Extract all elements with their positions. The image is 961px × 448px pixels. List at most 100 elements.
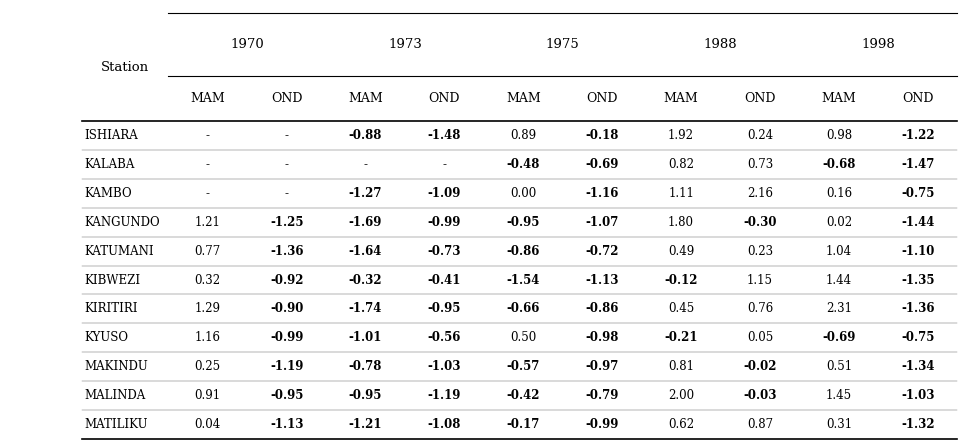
Text: -0.18: -0.18 <box>585 129 618 142</box>
Text: -0.95: -0.95 <box>270 389 303 402</box>
Text: -1.07: -1.07 <box>585 215 618 228</box>
Text: 0.62: 0.62 <box>667 418 694 431</box>
Text: -1.36: -1.36 <box>900 302 933 315</box>
Text: 1.29: 1.29 <box>194 302 221 315</box>
Text: OND: OND <box>901 92 932 105</box>
Text: -: - <box>206 187 209 200</box>
Text: -1.25: -1.25 <box>270 215 303 228</box>
Text: -0.99: -0.99 <box>585 418 618 431</box>
Text: 0.05: 0.05 <box>746 332 773 345</box>
Text: OND: OND <box>271 92 302 105</box>
Text: -: - <box>284 187 288 200</box>
Text: -0.32: -0.32 <box>349 273 382 287</box>
Text: 0.77: 0.77 <box>194 245 221 258</box>
Text: -0.48: -0.48 <box>506 158 539 171</box>
Text: -1.21: -1.21 <box>349 418 382 431</box>
Text: 0.87: 0.87 <box>746 418 773 431</box>
Text: -0.56: -0.56 <box>428 332 460 345</box>
Text: KALABA: KALABA <box>85 158 135 171</box>
Text: -0.66: -0.66 <box>506 302 539 315</box>
Text: KYUSO: KYUSO <box>85 332 129 345</box>
Text: -1.03: -1.03 <box>428 360 460 373</box>
Text: 2.31: 2.31 <box>825 302 851 315</box>
Text: 0.76: 0.76 <box>746 302 773 315</box>
Text: -: - <box>284 158 288 171</box>
Text: -1.44: -1.44 <box>900 215 933 228</box>
Text: 1.15: 1.15 <box>746 273 773 287</box>
Text: -0.78: -0.78 <box>349 360 382 373</box>
Text: -0.02: -0.02 <box>743 360 776 373</box>
Text: 1.16: 1.16 <box>194 332 221 345</box>
Text: -0.41: -0.41 <box>428 273 460 287</box>
Text: KIRITIRI: KIRITIRI <box>85 302 138 315</box>
Text: 0.49: 0.49 <box>667 245 694 258</box>
Text: -0.90: -0.90 <box>270 302 303 315</box>
Text: -1.34: -1.34 <box>900 360 933 373</box>
Text: OND: OND <box>429 92 459 105</box>
Text: -0.98: -0.98 <box>585 332 618 345</box>
Text: -0.68: -0.68 <box>822 158 854 171</box>
Text: -0.21: -0.21 <box>664 332 697 345</box>
Text: 1.80: 1.80 <box>667 215 694 228</box>
Text: 0.51: 0.51 <box>825 360 851 373</box>
Text: -: - <box>442 158 446 171</box>
Text: -: - <box>206 129 209 142</box>
Text: -1.27: -1.27 <box>349 187 382 200</box>
Text: 1.04: 1.04 <box>825 245 851 258</box>
Text: MATILIKU: MATILIKU <box>85 418 148 431</box>
Text: KANGUNDO: KANGUNDO <box>85 215 160 228</box>
Text: -1.19: -1.19 <box>428 389 460 402</box>
Text: 0.98: 0.98 <box>825 129 851 142</box>
Text: KAMBO: KAMBO <box>85 187 133 200</box>
Text: OND: OND <box>744 92 775 105</box>
Text: -0.88: -0.88 <box>349 129 382 142</box>
Text: MAM: MAM <box>663 92 698 105</box>
Text: -1.16: -1.16 <box>585 187 618 200</box>
Text: -1.13: -1.13 <box>270 418 303 431</box>
Text: 0.32: 0.32 <box>194 273 221 287</box>
Text: MAM: MAM <box>821 92 855 105</box>
Text: -0.95: -0.95 <box>428 302 460 315</box>
Text: 1970: 1970 <box>230 38 264 52</box>
Text: 1.44: 1.44 <box>825 273 851 287</box>
Text: -1.74: -1.74 <box>349 302 382 315</box>
Text: -0.95: -0.95 <box>506 215 539 228</box>
Text: 2.16: 2.16 <box>746 187 773 200</box>
Text: -0.79: -0.79 <box>585 389 618 402</box>
Text: 0.73: 0.73 <box>746 158 773 171</box>
Text: 0.00: 0.00 <box>509 187 536 200</box>
Text: -1.64: -1.64 <box>349 245 382 258</box>
Text: 0.04: 0.04 <box>194 418 221 431</box>
Text: -1.36: -1.36 <box>270 245 303 258</box>
Text: 0.24: 0.24 <box>746 129 773 142</box>
Text: -: - <box>284 129 288 142</box>
Text: -1.32: -1.32 <box>900 418 933 431</box>
Text: 1988: 1988 <box>703 38 736 52</box>
Text: MALINDA: MALINDA <box>85 389 146 402</box>
Text: -0.72: -0.72 <box>585 245 618 258</box>
Text: MAM: MAM <box>348 92 382 105</box>
Text: KIBWEZI: KIBWEZI <box>85 273 140 287</box>
Text: -1.10: -1.10 <box>900 245 933 258</box>
Text: -0.99: -0.99 <box>270 332 303 345</box>
Text: 0.25: 0.25 <box>194 360 221 373</box>
Text: -0.73: -0.73 <box>428 245 460 258</box>
Text: -1.35: -1.35 <box>900 273 933 287</box>
Text: -1.09: -1.09 <box>428 187 460 200</box>
Text: -0.12: -0.12 <box>664 273 697 287</box>
Text: 1973: 1973 <box>387 38 422 52</box>
Text: -: - <box>363 158 367 171</box>
Text: -1.47: -1.47 <box>900 158 933 171</box>
Text: -: - <box>206 158 209 171</box>
Text: -0.92: -0.92 <box>270 273 303 287</box>
Text: 0.81: 0.81 <box>667 360 694 373</box>
Text: 0.31: 0.31 <box>825 418 851 431</box>
Text: 1998: 1998 <box>860 38 895 52</box>
Text: -0.69: -0.69 <box>822 332 854 345</box>
Text: 0.16: 0.16 <box>825 187 851 200</box>
Text: -0.99: -0.99 <box>428 215 460 228</box>
Text: -1.03: -1.03 <box>900 389 933 402</box>
Text: 2.00: 2.00 <box>667 389 694 402</box>
Text: 1.92: 1.92 <box>667 129 694 142</box>
Text: 0.02: 0.02 <box>825 215 851 228</box>
